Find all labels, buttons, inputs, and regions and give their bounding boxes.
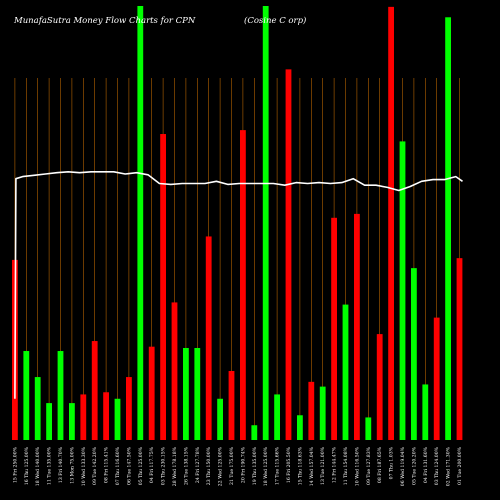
x-tick-label: 10 Wed 116.50% <box>354 446 360 486</box>
x-tick-label: 11 Tue 135.00% <box>47 446 53 485</box>
bar <box>46 403 52 440</box>
x-tick-label: 06 Wed 119.04% <box>400 446 406 486</box>
bar <box>456 258 463 440</box>
x-tick-label: 05 Tue 120.20% <box>411 446 417 485</box>
x-tick-label: 24 Fri 127.78% <box>195 446 201 483</box>
x-tick-label: 04 Fri 131.60% <box>423 446 429 483</box>
x-tick-label: 09 Tue 127.83% <box>366 446 372 485</box>
bar <box>23 351 30 440</box>
x-tick-label: 16 Thu 125.00% <box>24 446 30 485</box>
bar <box>240 130 246 440</box>
bar <box>171 302 178 440</box>
x-tick-label: 20 Fri 190.74% <box>240 446 246 483</box>
bar <box>331 217 337 440</box>
x-tick-label: 06 Tue 147.50% <box>126 446 132 485</box>
x-tick-labels: 15 Fri 250.00% 16 Thu 125.00% 18 Wed 140.0… <box>12 446 463 486</box>
bar <box>205 236 212 440</box>
x-tick-label: 23 Thu 150.00% <box>206 446 212 485</box>
bar <box>411 268 417 440</box>
money-flow-line <box>14 171 463 399</box>
bar <box>445 17 451 441</box>
bar <box>80 394 87 440</box>
x-tick-label: 11 Thu 154.08% <box>343 446 349 485</box>
x-tick-label: 13 Fri 140.70% <box>58 446 64 483</box>
x-tick-label: 18 Wed 140.00% <box>35 446 41 486</box>
x-tick-label: 28 Wed 178.18% <box>172 446 178 486</box>
money-flow-line-group <box>14 171 463 399</box>
bar <box>69 403 75 440</box>
x-tick-label: 18 Wed 125.00% <box>263 446 269 486</box>
x-tick-label: 21 Tue 175.00% <box>229 446 235 485</box>
x-tick-label: 12 Fri 144.47% <box>332 446 338 483</box>
bar <box>365 417 372 440</box>
bar <box>228 370 235 440</box>
x-tick-label: 08 Fri 187.65% <box>377 446 383 483</box>
chart-title: MunafaSutra Money Flow Charts for CPN <box>13 16 196 26</box>
x-tick-label: 04 Fri 117.75% <box>149 446 155 483</box>
x-tick-label: 13 Tue 121.00% <box>320 446 326 485</box>
bar <box>251 425 258 440</box>
bar <box>183 347 189 440</box>
chart-subtitle: (Cosine C orp) <box>244 15 306 26</box>
bar <box>376 334 383 440</box>
x-tick-label: 19 Thu 135.00% <box>252 446 258 485</box>
bar <box>194 347 201 440</box>
bar <box>114 398 121 440</box>
bar <box>388 6 394 440</box>
x-tick-label: 13 Mon 75.00% <box>69 446 75 483</box>
x-tick-label: 15 Fri 250.00% <box>12 446 18 483</box>
bar <box>297 415 303 440</box>
bar <box>308 381 315 440</box>
bar <box>399 141 406 440</box>
x-tick-label: 09 Tue 142.20% <box>92 446 98 485</box>
x-tick-label: 10 Wed 133.30% <box>81 446 87 486</box>
bar <box>319 386 326 440</box>
bar <box>422 384 429 440</box>
x-tick-label: 03 Thu 230.15% <box>161 446 167 485</box>
bar <box>217 398 223 440</box>
x-tick-label: 07 Thu 116.60% <box>115 446 121 485</box>
bar <box>57 351 64 440</box>
bar <box>137 6 144 440</box>
x-tick-label: 03 Thu 124.00% <box>434 446 440 485</box>
bar <box>148 346 155 440</box>
bar <box>160 134 166 440</box>
x-tick-label: 02 Wed 171.30% <box>446 446 452 486</box>
bar <box>262 6 269 440</box>
x-tick-label: 26 Tue 138.15% <box>183 446 189 485</box>
bar <box>91 341 98 440</box>
bar <box>433 317 440 440</box>
bar <box>103 392 109 440</box>
x-tick-label: 17 Tue 115.66% <box>275 446 281 485</box>
x-tick-label: 05 Thu 125.00% <box>138 446 144 485</box>
bar <box>354 213 360 440</box>
x-tick-label: 22 Wed 125.00% <box>218 446 224 486</box>
x-tick-label: 08 Fri 115.41% <box>104 446 110 483</box>
bar <box>285 69 292 440</box>
x-tick-label: 16 Fri 205.50% <box>286 446 292 483</box>
bar <box>274 394 280 440</box>
x-tick-label: 14 Wed 157.04% <box>309 446 315 486</box>
bar <box>342 304 349 440</box>
x-tick-label: 07 Thu 1.03% <box>389 446 395 479</box>
x-tick-label: 01 Tue 200.00% <box>457 446 463 485</box>
bar <box>34 377 41 440</box>
bar <box>126 377 132 440</box>
x-tick-label: 15 Thu 118.63% <box>297 446 303 485</box>
bars <box>12 6 463 441</box>
